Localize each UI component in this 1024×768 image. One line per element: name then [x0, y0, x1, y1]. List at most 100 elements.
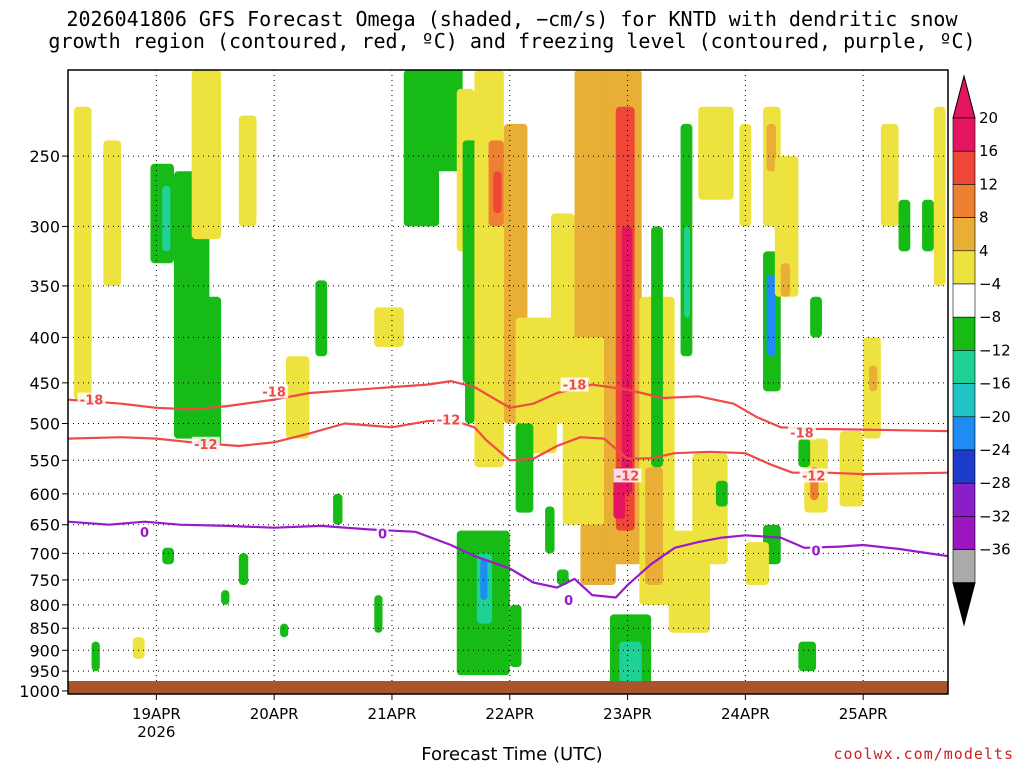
- freezing-level-line: [68, 520, 948, 599]
- colorbar-swatch: [952, 150, 976, 185]
- omega-shade-cell: [374, 307, 404, 347]
- y-tick-label: 500: [29, 415, 60, 434]
- y-tick-label: 850: [29, 619, 60, 638]
- colorbar-label: −36: [979, 541, 1011, 559]
- credit-link[interactable]: coolwx.com/modelts: [833, 745, 1014, 763]
- contour-label-bg: [434, 412, 463, 427]
- contour-lines: [68, 380, 948, 599]
- omega-shade-cell: [465, 317, 475, 424]
- x-tick-label: 20APR: [250, 705, 299, 723]
- colorbar-top-arrow: [952, 74, 976, 119]
- colorbar-swatch: [952, 383, 976, 418]
- omega-shade-cell: [280, 623, 289, 638]
- omega-shade-cell: [898, 199, 911, 252]
- y-tick-label: 700: [29, 544, 60, 563]
- omega-shade-cell: [810, 296, 822, 338]
- colorbar-swatch: [952, 482, 976, 517]
- x-tick-label: 24APR: [721, 705, 770, 723]
- omega-shade-cell: [285, 356, 310, 439]
- colorbar-swatch: [952, 350, 976, 384]
- contour-label-bg: [613, 468, 642, 483]
- y-tick-label: 250: [29, 147, 60, 166]
- y-tick-label: 1000: [19, 682, 60, 701]
- colorbar-label: −12: [979, 341, 1011, 359]
- colorbar-label: 4: [979, 242, 989, 260]
- omega-shade-cell: [515, 423, 534, 513]
- y-tick-label: 400: [29, 328, 60, 347]
- contour-label-bg: [77, 392, 106, 407]
- x-tick-label: 25APR: [839, 705, 888, 723]
- omega-shade-cell: [73, 106, 92, 400]
- omega-shade-cell: [715, 480, 728, 507]
- omega-shade-cell: [839, 431, 864, 507]
- omega-shade-cell: [651, 226, 663, 468]
- contour-label-bg: [191, 436, 220, 451]
- contour-label-bg: [376, 526, 389, 541]
- colorbar-swatch: [952, 117, 976, 152]
- colorbar-label: −20: [979, 408, 1011, 426]
- contour-label: -18: [80, 394, 104, 409]
- colorbar-bottom-arrow: [952, 582, 976, 627]
- omega-shading: [73, 70, 946, 691]
- colorbar: 20 16 12 8 4 −4 −8 −12 −16 −20 −24 −28 −32 −36: [952, 74, 1011, 627]
- contour-label: -12: [194, 438, 218, 453]
- y-tick-label: 650: [29, 516, 60, 535]
- omega-shade-cell: [191, 70, 222, 240]
- x-tick-label: 21APR: [368, 705, 417, 723]
- colorbar-label: −8: [979, 308, 1001, 326]
- omega-shade-cell: [922, 199, 934, 252]
- omega-shade-cell: [315, 280, 328, 357]
- colorbar-label: −28: [979, 474, 1011, 492]
- omega-shade-cell: [238, 553, 249, 586]
- colorbar-label: −32: [979, 507, 1011, 525]
- contour-label: -12: [616, 469, 640, 484]
- dendritic-minus12-line: [68, 418, 948, 476]
- omega-shade-cell: [684, 226, 691, 318]
- contour-label-bg: [560, 377, 589, 392]
- omega-shade-cell: [698, 106, 734, 200]
- colorbar-swatch: [952, 316, 976, 351]
- colorbar-swatch: [952, 516, 976, 550]
- y-tick-label: 750: [29, 571, 60, 590]
- contour-label-bg: [787, 425, 816, 440]
- x-tick-year-label: 2026: [137, 723, 175, 741]
- omega-shade-cell: [403, 70, 440, 227]
- contour-label: -12: [437, 414, 461, 429]
- omega-shade-cell: [869, 365, 878, 392]
- chart-title: 2026041806 GFS Forecast Omega (shaded, −…: [0, 8, 1024, 52]
- contour-label: 0: [564, 594, 573, 609]
- omega-shade-cell: [545, 506, 555, 554]
- omega-shade-cell: [162, 547, 175, 565]
- omega-shade-cell: [645, 467, 663, 586]
- contour-label: 0: [140, 526, 149, 541]
- omega-shade-cell: [132, 637, 145, 659]
- colorbar-swatch: [952, 250, 976, 285]
- ground-surface-band: [68, 681, 948, 694]
- y-tick-label: 300: [29, 217, 60, 236]
- contour-label: 0: [812, 545, 821, 560]
- contour-label-bg: [260, 384, 289, 399]
- omega-shade-cell: [619, 641, 642, 684]
- omega-shade-cell: [103, 140, 122, 286]
- omega-shade-cell: [780, 263, 791, 297]
- omega-shade-cell: [745, 542, 769, 586]
- omega-shade-cell: [238, 115, 257, 227]
- colorbar-label: −4: [979, 275, 1001, 293]
- omega-shade-cell: [515, 317, 557, 454]
- omega-shade-cell: [480, 558, 488, 600]
- contour-label: -18: [790, 427, 814, 442]
- y-tick-label: 450: [29, 374, 60, 393]
- x-tick-label: 23APR: [603, 705, 652, 723]
- colorbar-swatch: [952, 416, 976, 451]
- colorbar-label: 16: [979, 142, 998, 160]
- contour-label-bg: [138, 524, 151, 539]
- omega-shade-cell: [766, 274, 777, 357]
- title-line-2: growth region (contoured, red, ºC) and f…: [48, 29, 976, 53]
- omega-shade-cell: [621, 226, 633, 494]
- omega-shade-cell: [798, 641, 817, 672]
- contour-label-bg: [562, 592, 575, 607]
- omega-shade-cell: [933, 106, 946, 286]
- y-tick-label: 600: [29, 485, 60, 504]
- omega-shade-cell: [798, 438, 811, 468]
